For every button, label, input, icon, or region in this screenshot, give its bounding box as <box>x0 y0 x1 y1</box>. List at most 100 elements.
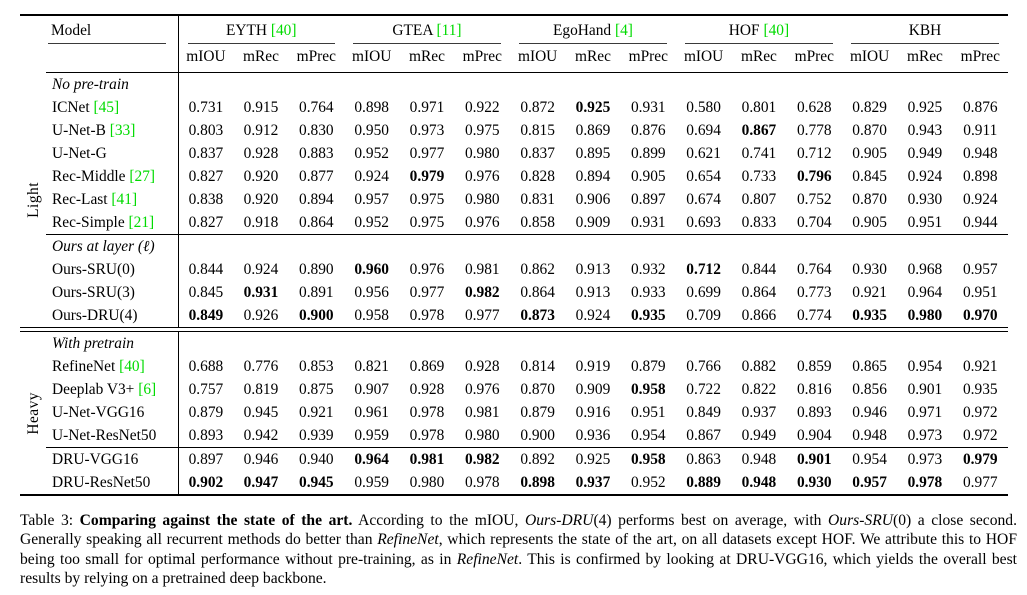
metric-cell: 0.973 <box>409 122 445 139</box>
citation-link[interactable]: [11] <box>436 22 462 39</box>
metric-cell: 0.693 <box>686 214 721 231</box>
metric-cell: 0.774 <box>796 307 832 324</box>
metric-cell: 0.949 <box>741 427 777 444</box>
citation-link[interactable]: [21] <box>128 214 155 231</box>
metric-cell: 0.977 <box>962 474 998 491</box>
metric-cell: 0.816 <box>796 381 832 398</box>
table-row: Ours-DRU(4) 0.849 0.926 0.900 0.958 0.978 0.97… <box>20 304 1008 328</box>
metric-cell: 0.948 <box>741 474 777 491</box>
metric-cell: 0.867 <box>686 427 721 444</box>
citation-link[interactable]: [45] <box>93 99 120 116</box>
metric-cell: 0.870 <box>520 381 555 398</box>
metric-cell: 0.876 <box>630 122 666 139</box>
citation-link[interactable]: [40] <box>119 358 145 375</box>
metric-cell: 0.893 <box>177 424 234 448</box>
metric-cell: 0.831 <box>520 191 555 208</box>
metric-cell: 0.864 <box>741 284 777 301</box>
metric-cell: 0.838 <box>177 188 234 211</box>
metric-cell: 0.833 <box>741 214 777 231</box>
metric-cell: 0.951 <box>907 214 943 231</box>
metric-cell: 0.894 <box>299 191 334 208</box>
table-row: DRU-ResNet50 0.902 0.947 0.945 0.959 0.980 0.9… <box>20 471 1008 495</box>
table-row: RefineNet [40] 0.688 0.776 0.853 0.821 0.869 0… <box>20 355 1008 378</box>
metric-cell: 0.916 <box>575 404 611 421</box>
metric-cell: 0.920 <box>243 191 279 208</box>
section-title-spacer <box>177 234 1008 258</box>
metric-cell: 0.959 <box>354 427 389 444</box>
metric-cell: 0.981 <box>399 447 455 471</box>
metric-cell: 0.931 <box>243 284 279 301</box>
metric-cell: 0.879 <box>630 358 666 375</box>
citation-link[interactable]: [6] <box>138 381 157 398</box>
metric-cell: 0.902 <box>177 471 234 495</box>
metric-cell: 0.930 <box>796 474 832 491</box>
dataset-header-gtea: GTEA [11] <box>344 15 510 44</box>
metric-cell: 0.694 <box>686 122 721 139</box>
metric-cell: 0.909 <box>575 381 611 398</box>
metric-cell: 0.899 <box>630 145 666 162</box>
dataset-header-eyth: EYTH [40] <box>177 15 344 44</box>
column-header-model: Model <box>46 15 178 44</box>
row-group-column-spacer <box>20 15 46 44</box>
metric-cell: 0.814 <box>520 358 555 375</box>
metric-header: mPrec <box>952 44 1008 73</box>
metric-cell: 0.939 <box>299 427 334 444</box>
metric-cell: 0.913 <box>575 261 611 278</box>
metric-cell: 0.741 <box>741 145 777 162</box>
model-label: Rec-Middle <box>52 168 126 185</box>
metric-cell: 0.712 <box>686 261 721 278</box>
table-row: Rec-Simple [21] 0.827 0.918 0.864 0.952 0.975… <box>20 211 1008 235</box>
caption-text: According to the mIOU, <box>352 512 525 529</box>
metric-cell: 0.918 <box>243 214 279 231</box>
metric-cell: 0.919 <box>575 358 611 375</box>
metric-cell: 0.904 <box>796 427 832 444</box>
metric-cell: 0.879 <box>177 401 234 424</box>
model-label: U-Net-ResNet50 <box>52 427 157 444</box>
citation-link[interactable]: [41] <box>111 191 138 208</box>
metric-cell: 0.982 <box>464 284 500 301</box>
model-label: Ours-SRU(3) <box>52 284 135 301</box>
metric-cell: 0.922 <box>464 99 500 116</box>
metric-cell: 0.961 <box>354 404 389 421</box>
metric-cell: 0.654 <box>686 168 721 185</box>
metric-header: mRec <box>399 44 455 73</box>
section-title-row: Ours at layer (ℓ) <box>20 234 1008 258</box>
row-group-label-heavy: Heavy <box>20 332 46 496</box>
row-group-label: Heavy <box>24 391 42 435</box>
metric-cell: 0.946 <box>852 404 887 421</box>
table-row: Deeplab V3+ [6] 0.757 0.819 0.875 0.907 0.928… <box>20 378 1008 401</box>
metric-cell: 0.973 <box>897 447 953 471</box>
metric-cell: 0.822 <box>741 381 777 398</box>
metric-cell: 0.951 <box>630 404 666 421</box>
metric-cell: 0.935 <box>630 307 666 324</box>
metric-cell: 0.845 <box>852 168 887 185</box>
metric-cell: 0.870 <box>852 191 887 208</box>
metric-cell: 0.722 <box>686 381 721 398</box>
citation-link[interactable]: [4] <box>614 22 633 39</box>
citation-link[interactable]: [27] <box>129 168 156 185</box>
citation-link[interactable]: [40] <box>270 22 297 39</box>
model-name: DRU-VGG16 <box>46 447 178 471</box>
citation-link[interactable]: [33] <box>109 122 136 139</box>
metric-cell: 0.948 <box>962 145 998 162</box>
caption-text: , which represents the state of the art,… <box>20 531 1017 568</box>
metric-cell: 0.930 <box>907 191 943 208</box>
metric-cell: 0.821 <box>354 358 389 375</box>
metric-cell: 0.973 <box>907 427 943 444</box>
metric-cell: 0.945 <box>299 474 334 491</box>
metric-cell: 0.979 <box>952 447 1008 471</box>
metric-cell: 0.947 <box>243 474 279 491</box>
caption-text: RefineNet <box>377 531 439 549</box>
metric-cell: 0.980 <box>464 145 500 162</box>
metric-cell: 0.906 <box>575 191 611 208</box>
metric-cell: 0.849 <box>177 304 234 328</box>
metric-cell: 0.921 <box>299 404 334 421</box>
row-group-column-spacer <box>20 44 46 73</box>
metric-cell: 0.956 <box>354 284 389 301</box>
metric-cell: 0.837 <box>177 142 234 165</box>
section-title: No pre-train <box>52 76 129 93</box>
citation-link[interactable]: [40] <box>763 22 790 39</box>
model-name: RefineNet [40] <box>46 355 178 378</box>
metric-header: mPrec <box>288 44 344 73</box>
model-label: Rec-Simple <box>52 214 125 231</box>
